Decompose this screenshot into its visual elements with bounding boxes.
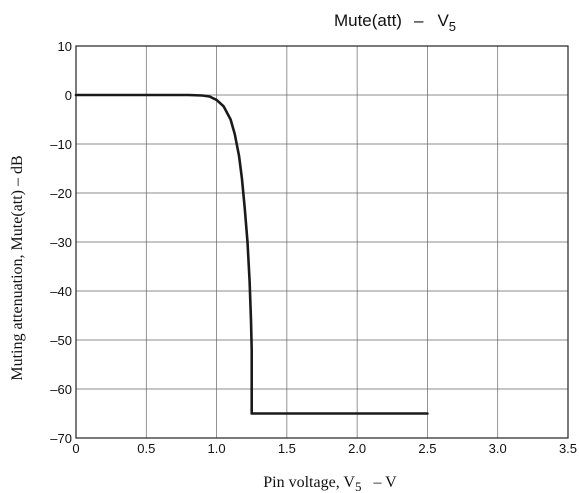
series-line-0 — [74, 93, 429, 415]
plot-frame — [75, 45, 569, 439]
x-tick-label: 3.5 — [559, 441, 577, 456]
y-tick-label: 0 — [65, 88, 72, 103]
x-tick-label: 1.0 — [208, 441, 226, 456]
chart-title: Mute(att) – V5 — [334, 11, 456, 34]
y-tick-label: –40 — [50, 284, 72, 299]
x-tick-label: 3.0 — [489, 441, 507, 456]
x-tick-label: 0.5 — [137, 441, 155, 456]
x-axis-label: Pin voltage, V5– V — [263, 474, 397, 493]
y-tick-label: 10 — [58, 39, 72, 54]
y-tick-label: –30 — [50, 235, 72, 250]
series-layer — [74, 93, 429, 415]
y-tick-label: –10 — [50, 137, 72, 152]
x-tick-label: 0 — [72, 441, 79, 456]
x-tick-labels: 0 0.5 1.0 1.5 2.0 2.5 3.0 3.5 — [72, 441, 577, 456]
y-axis-label: Muting attenuation, Mute(att) – dB — [9, 155, 26, 380]
y-tick-label: –70 — [50, 431, 72, 446]
x-tick-label: 2.0 — [348, 441, 366, 456]
grid — [76, 46, 568, 438]
y-tick-labels: 10 0 –10 –20 –30 –40 –50 –60 –70 — [50, 39, 72, 446]
y-tick-label: –50 — [50, 333, 72, 348]
y-tick-label: –20 — [50, 186, 72, 201]
x-tick-label: 1.5 — [278, 441, 296, 456]
x-tick-label: 2.5 — [418, 441, 436, 456]
y-tick-label: –60 — [50, 382, 72, 397]
